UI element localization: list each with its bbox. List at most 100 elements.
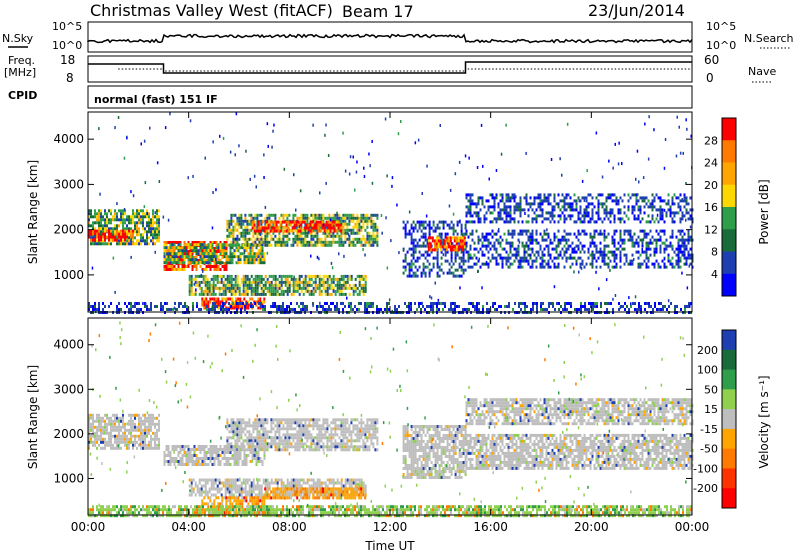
data-cell: [460, 247, 463, 251]
data-cell: [195, 243, 198, 247]
data-cell: [300, 213, 303, 217]
data-cell: [531, 247, 534, 251]
data-cell: [306, 213, 309, 217]
data-cell: [332, 237, 335, 241]
data-cell: [187, 258, 190, 262]
data-cell: [106, 422, 108, 426]
data-cell: [327, 226, 330, 230]
data-cell: [260, 222, 263, 226]
data-cell: [304, 289, 307, 293]
data-cell: [92, 232, 94, 236]
data-cell: [587, 256, 590, 260]
data-cell: [237, 306, 240, 310]
data-cell: [236, 228, 239, 232]
data-cell: [314, 219, 317, 223]
data-cell: [214, 302, 216, 305]
noise-cell: [112, 256, 115, 260]
data-cell: [499, 208, 502, 212]
data-cell: [583, 211, 586, 215]
data-cell: [146, 221, 148, 225]
data-cell: [689, 247, 692, 251]
data-cell: [402, 271, 405, 275]
data-cell: [356, 228, 359, 232]
data-cell: [469, 211, 472, 215]
data-cell: [306, 274, 309, 278]
data-cell: [362, 289, 365, 293]
noise-cell: [381, 231, 383, 235]
data-cell: [452, 302, 454, 305]
data-cell: [261, 246, 264, 250]
data-cell: [559, 250, 562, 254]
data-cell: [205, 259, 208, 262]
data-cell: [124, 232, 126, 236]
data-cell: [311, 223, 314, 227]
data-cell: [209, 265, 212, 268]
data-cell: [335, 220, 338, 224]
data-cell: [124, 227, 126, 231]
data-cell: [231, 306, 234, 310]
data-cell: [183, 265, 186, 268]
colorbar-tick-label: 8: [711, 246, 718, 259]
data-cell: [378, 308, 380, 311]
data-cell: [625, 253, 628, 257]
data-cell: [552, 305, 554, 308]
freq-tick-bottom: 8: [66, 71, 74, 85]
data-cell: [687, 229, 690, 233]
data-cell: [204, 277, 207, 281]
data-cell: [300, 240, 303, 244]
data-cell: [110, 235, 112, 239]
data-cell: [189, 246, 192, 250]
data-cell: [677, 238, 680, 242]
data-cell: [354, 283, 357, 287]
data-cell: [481, 253, 484, 257]
data-cell: [424, 235, 427, 239]
data-cell: [428, 262, 431, 266]
data-cell: [270, 283, 273, 287]
data-cell: [350, 308, 352, 311]
data-cell: [169, 265, 172, 268]
data-cell: [183, 268, 186, 271]
data-cell: [254, 286, 257, 290]
data-cell: [338, 283, 341, 287]
colorbar-tick-label: 16: [704, 201, 718, 214]
data-cell: [450, 305, 452, 308]
data-cell: [236, 286, 239, 290]
data-cell: [436, 271, 439, 275]
data-cell: [429, 245, 432, 249]
noise-cell: [574, 246, 576, 250]
data-cell: [489, 247, 492, 251]
data-cell: [264, 280, 267, 284]
data-cell: [440, 268, 443, 272]
data-cell: [593, 256, 596, 260]
noise-cell: [222, 136, 225, 140]
data-cell: [96, 242, 98, 246]
data-cell: [98, 434, 100, 438]
data-cell: [416, 274, 419, 278]
data-cell: [649, 202, 652, 206]
data-cell: [641, 250, 644, 254]
data-cell: [223, 243, 226, 247]
noise-cell: [648, 115, 650, 119]
noise-cell: [123, 156, 126, 160]
data-cell: [239, 246, 242, 250]
data-cell: [238, 213, 241, 217]
data-cell: [497, 217, 500, 221]
data-cell: [94, 305, 96, 308]
data-cell: [122, 218, 124, 222]
data-cell: [647, 199, 650, 203]
data-cell: [294, 286, 297, 290]
data-cell: [531, 202, 534, 206]
data-cell: [224, 289, 227, 293]
data-cell: [388, 302, 390, 305]
data-cell: [597, 193, 600, 197]
data-cell: [299, 226, 302, 230]
data-cell: [605, 262, 608, 266]
data-cell: [366, 231, 369, 235]
data-cell: [626, 305, 628, 308]
data-cell: [88, 446, 90, 450]
data-cell: [242, 234, 245, 238]
data-cell: [205, 261, 208, 265]
data-cell: [251, 226, 254, 230]
data-cell: [330, 280, 333, 284]
data-cell: [591, 211, 594, 215]
